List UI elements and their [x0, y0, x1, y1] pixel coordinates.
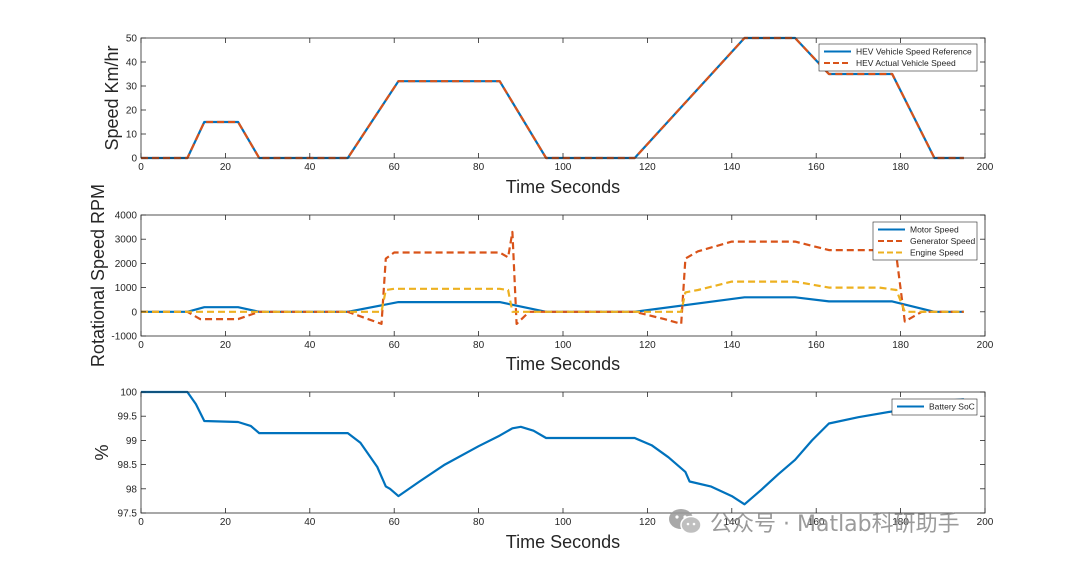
- legend-label-1: Battery SoC: [929, 402, 975, 412]
- y-tick-label: 40: [126, 58, 138, 69]
- x-axis-label: Time Seconds: [506, 354, 620, 374]
- x-tick-label: 140: [723, 517, 740, 528]
- y-tick-label: 99: [126, 436, 138, 447]
- x-tick-label: 40: [304, 162, 316, 173]
- series-line-1: [141, 390, 964, 506]
- y-tick-label: 0: [131, 154, 137, 165]
- y-tick-label: 99.5: [118, 412, 138, 423]
- x-tick-label: 0: [138, 162, 144, 173]
- x-tick-label: 40: [304, 340, 316, 351]
- x-tick-label: 20: [220, 162, 232, 173]
- x-axis-label: Time Seconds: [506, 177, 620, 197]
- x-tick-label: 200: [977, 162, 994, 173]
- chart-2: 0 20 40 60 80 100 120 140 160 180 200-100001000200…: [88, 184, 994, 374]
- legend-box: [818, 43, 978, 72]
- y-axis-label: Speed Km/hr: [102, 45, 122, 150]
- x-tick-label: 40: [304, 517, 316, 528]
- x-tick-label: 120: [639, 340, 656, 351]
- y-tick-label: 20: [126, 106, 138, 117]
- x-tick-label: 80: [473, 340, 485, 351]
- axes-box: [140, 391, 986, 514]
- x-tick-label: 100: [555, 162, 572, 173]
- chart-1: 0 20 40 60 80 100 120 140 160 180 200 0 10 20 30 40 50 Ti…: [102, 34, 994, 198]
- y-tick-label: 100: [120, 388, 137, 399]
- chart-3: 0 20 40 60 80 100 120 140 160 180 200 97.5 98 98.5 99 9…: [92, 388, 994, 553]
- x-tick-label: 0: [138, 517, 144, 528]
- legend-box: [891, 398, 978, 416]
- x-axis-label: Time Seconds: [506, 532, 620, 552]
- series-line-2: [141, 36, 964, 160]
- legend-label-1: Motor Speed: [910, 225, 959, 235]
- x-tick-label: 0: [138, 340, 144, 351]
- y-tick-label: 1000: [115, 283, 138, 294]
- x-tick-label: 60: [389, 517, 401, 528]
- x-tick-label: 80: [473, 162, 485, 173]
- legend: Battery SoC: [891, 398, 978, 416]
- x-tick-label: 200: [977, 340, 994, 351]
- y-tick-label: 0: [131, 307, 137, 318]
- y-tick-label: -1000: [111, 332, 137, 343]
- x-tick-label: 200: [977, 517, 994, 528]
- x-tick-label: 140: [723, 162, 740, 173]
- x-tick-label: 160: [808, 517, 825, 528]
- x-tick-label: 20: [220, 517, 232, 528]
- y-tick-label: 3000: [115, 235, 138, 246]
- y-axis-label: %: [92, 444, 112, 460]
- x-tick-label: 140: [723, 340, 740, 351]
- x-tick-label: 120: [639, 517, 656, 528]
- y-axis-label: Rotational Speed RPM: [88, 184, 108, 367]
- legend-label-1: HEV Vehicle Speed Reference: [856, 47, 972, 57]
- x-tick-label: 60: [389, 162, 401, 173]
- y-tick-label: 50: [126, 34, 138, 45]
- x-tick-label: 180: [892, 340, 909, 351]
- x-tick-label: 180: [892, 162, 909, 173]
- y-tick-label: 98.5: [118, 460, 138, 471]
- y-tick-label: 4000: [115, 211, 138, 222]
- legend-label-3: Engine Speed: [910, 248, 964, 258]
- x-tick-label: 80: [473, 517, 485, 528]
- y-tick-label: 2000: [115, 259, 138, 270]
- series-line-3: [141, 280, 964, 313]
- axes-box: [140, 214, 986, 337]
- x-tick-label: 160: [808, 162, 825, 173]
- x-tick-label: 160: [808, 340, 825, 351]
- series-line-1: [141, 296, 964, 313]
- y-tick-label: 30: [126, 82, 138, 93]
- x-tick-label: 20: [220, 340, 232, 351]
- legend-label-2: Generator Speed: [910, 236, 975, 246]
- x-tick-label: 120: [639, 162, 656, 173]
- x-tick-label: 100: [555, 517, 572, 528]
- y-tick-label: 97.5: [118, 509, 138, 520]
- legend-label-2: HEV Actual Vehicle Speed: [856, 58, 956, 68]
- y-tick-label: 10: [126, 130, 138, 141]
- y-tick-label: 98: [126, 484, 138, 495]
- x-tick-label: 100: [555, 340, 572, 351]
- x-tick-label: 180: [892, 517, 909, 528]
- series-line-2: [141, 230, 964, 325]
- x-tick-label: 60: [389, 340, 401, 351]
